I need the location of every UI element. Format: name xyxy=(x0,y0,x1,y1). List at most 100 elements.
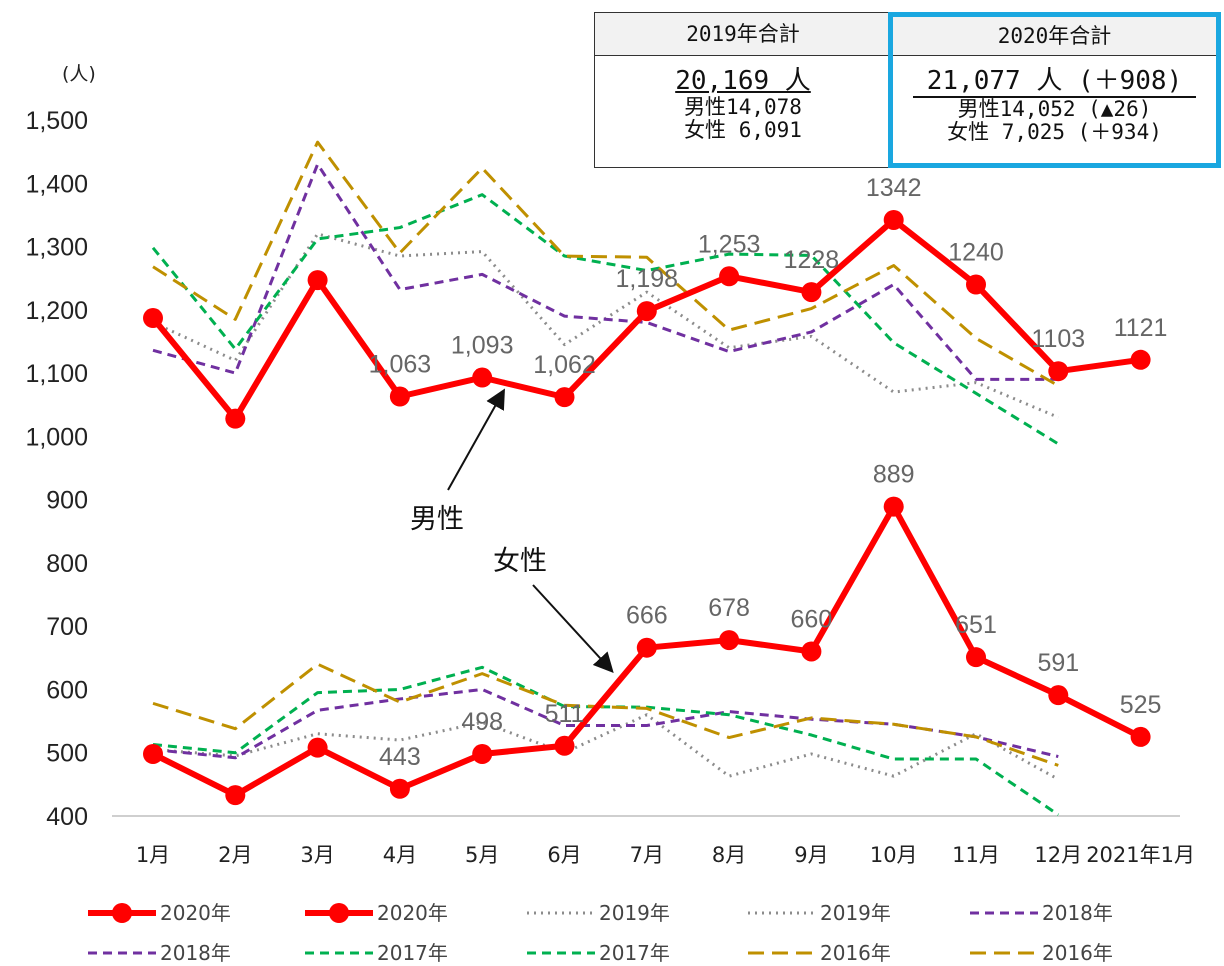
legend-label: 2018年 xyxy=(1042,901,1113,925)
data-point xyxy=(554,387,575,408)
data-label: 1,063 xyxy=(369,351,432,379)
data-point xyxy=(719,630,740,651)
legend-marker xyxy=(112,903,132,923)
data-point xyxy=(1048,361,1069,382)
y-tick-label: 700 xyxy=(46,613,88,641)
series-line-y2019-female xyxy=(152,713,1060,781)
data-label: 1342 xyxy=(866,174,922,202)
data-point xyxy=(225,785,246,806)
data-label: 1228 xyxy=(784,246,840,274)
legend-label: 2020年 xyxy=(160,901,231,925)
data-label: 1240 xyxy=(948,239,1004,267)
y-tick-label: 1,100 xyxy=(25,360,88,388)
x-tick-label: 7月 xyxy=(630,843,664,867)
data-label: 651 xyxy=(955,611,997,639)
summary-2020-header: 2020年合計 xyxy=(893,17,1216,56)
data-label: 498 xyxy=(461,708,503,736)
data-point xyxy=(883,209,904,230)
data-label: 591 xyxy=(1037,649,1079,677)
x-tick-label: 3月 xyxy=(300,843,334,867)
data-point xyxy=(966,647,986,668)
data-label: 1,062 xyxy=(533,351,596,379)
male-annotation: 男性 xyxy=(410,504,464,535)
data-point xyxy=(225,408,246,429)
series-line-y2016-female xyxy=(152,662,1059,767)
x-tick-label: 8月 xyxy=(712,843,746,867)
data-label: 660 xyxy=(791,605,833,633)
summary-2019: 2019年合計 20,169 人 男性14,078 女性 6,091 xyxy=(594,12,892,168)
data-label: 1121 xyxy=(1114,314,1168,342)
data-point xyxy=(1130,349,1151,370)
legend-label: 2018年 xyxy=(160,941,231,965)
legend-label: 2020年 xyxy=(377,901,448,925)
y-tick-label: 1,200 xyxy=(25,297,88,325)
summary-2019-male: 男性14,078 xyxy=(684,95,802,119)
summary-2019-female: 女性 6,091 xyxy=(684,118,802,142)
data-label: 443 xyxy=(379,743,421,771)
summary-2020-female: 女性 7,025 (＋934) xyxy=(947,120,1162,144)
summary-2020-male: 男性14,052 (▲26) xyxy=(957,97,1152,121)
male-arrow xyxy=(447,388,505,491)
data-label: 678 xyxy=(708,594,750,622)
data-point xyxy=(389,778,410,799)
x-tick-label: 5月 xyxy=(465,843,499,867)
data-label: 1,198 xyxy=(616,265,679,293)
y-tick-label: 500 xyxy=(46,740,88,768)
x-tick-label: 6月 xyxy=(547,843,581,867)
summary-2020-total: 21,077 人 (＋908) xyxy=(912,66,1197,98)
data-point xyxy=(1048,685,1069,706)
legend-label: 2017年 xyxy=(599,941,670,965)
y-tick-label: 600 xyxy=(46,676,88,704)
data-label: 889 xyxy=(873,461,915,489)
summary-2019-total: 20,169 人 xyxy=(675,66,811,96)
x-tick-label: 12月 xyxy=(1034,843,1082,867)
y-tick-label: 1,400 xyxy=(25,170,88,198)
data-point xyxy=(801,282,822,303)
series-line-y2017-female xyxy=(152,665,1060,816)
female-arrow xyxy=(532,584,614,673)
legend-label: 2019年 xyxy=(599,901,670,925)
summary-2020: 2020年合計 21,077 人 (＋908) 男性14,052 (▲26) 女… xyxy=(888,12,1221,168)
data-point xyxy=(966,274,986,295)
x-tick-label: 4月 xyxy=(383,843,417,867)
data-point xyxy=(143,308,163,329)
data-point xyxy=(307,270,328,291)
series-line-y2016-male xyxy=(152,140,1060,388)
y-tick-label: 1,000 xyxy=(25,423,88,451)
x-tick-label: 11月 xyxy=(952,843,1000,867)
x-tick-label: 9月 xyxy=(794,843,828,867)
y-tick-label: 400 xyxy=(46,803,88,831)
legend-marker xyxy=(329,903,349,923)
data-point xyxy=(883,496,904,517)
data-point xyxy=(636,301,657,322)
y-tick-label: 1,300 xyxy=(25,234,88,262)
data-label: 1,253 xyxy=(698,230,761,258)
legend-label: 2019年 xyxy=(820,901,891,925)
data-label: 525 xyxy=(1120,691,1162,719)
data-label: 1103 xyxy=(1031,325,1085,353)
y-tick-label: 800 xyxy=(46,550,88,578)
data-label: 511 xyxy=(545,700,585,728)
x-tick-label: 2021年1月 xyxy=(1086,843,1195,867)
unit-label: (人) xyxy=(62,63,96,85)
data-point xyxy=(554,735,575,756)
x-tick-label: 10月 xyxy=(870,843,918,867)
data-label: 1,093 xyxy=(451,332,514,360)
y-tick-label: 1,500 xyxy=(25,107,88,135)
legend-label: 2016年 xyxy=(1042,941,1113,965)
data-point xyxy=(1130,726,1151,747)
female-annotation: 女性 xyxy=(493,546,547,577)
legend-label: 2016年 xyxy=(820,941,891,965)
series-line-y2018-male xyxy=(152,162,1059,381)
data-point xyxy=(472,743,493,764)
series-line-y2017-male xyxy=(151,193,1060,446)
x-tick-label: 2月 xyxy=(218,843,252,867)
data-point xyxy=(636,637,657,658)
data-point xyxy=(389,386,410,407)
x-tick-label: 1月 xyxy=(136,843,170,867)
summary-2019-header: 2019年合計 xyxy=(595,13,891,56)
data-label: 666 xyxy=(626,602,668,630)
data-point xyxy=(307,737,328,758)
data-point xyxy=(143,743,163,764)
